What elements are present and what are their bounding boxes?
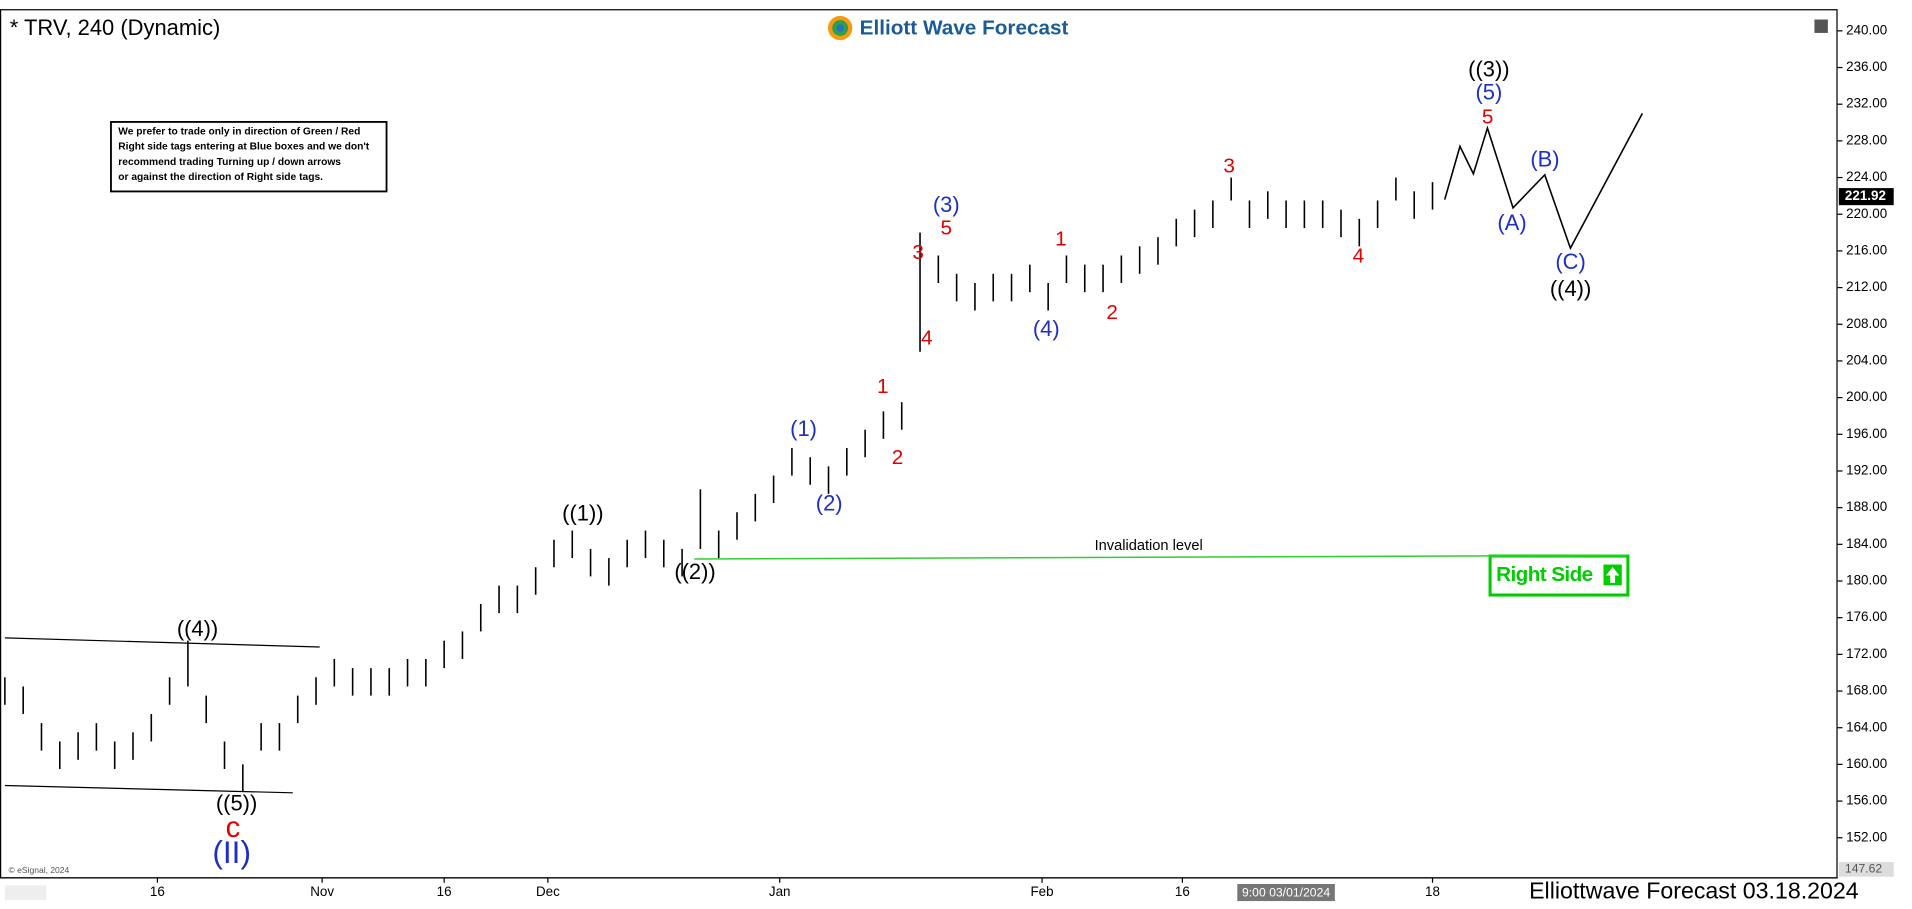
wave-label: 2	[892, 446, 904, 469]
wave-label: (II)	[212, 834, 251, 870]
wave-label: 4	[921, 326, 933, 349]
note-line: recommend trading Turning up / down arro…	[118, 157, 341, 168]
y-tick-label: 168.00	[1846, 683, 1887, 698]
y-tick-label: 200.00	[1846, 389, 1887, 404]
copyright: © eSignal, 2024	[9, 865, 70, 875]
y-tick-label: 228.00	[1846, 132, 1887, 147]
right-side-box	[1488, 554, 1630, 597]
y-tick-label: 236.00	[1846, 59, 1887, 74]
ylim-label: 147.62	[1845, 862, 1882, 876]
x-tick-label: Nov	[310, 884, 334, 899]
wave-label: (3)	[933, 192, 960, 217]
y-tick-label: 232.00	[1846, 96, 1887, 111]
wave-label: 1	[877, 375, 889, 398]
channel-line	[4, 637, 320, 648]
wave-label: (4)	[1033, 316, 1060, 341]
y-tick-label: 176.00	[1846, 609, 1887, 624]
window-icon	[1814, 19, 1828, 33]
wave-label: (2)	[816, 491, 843, 516]
x-tick-label: 16	[150, 884, 165, 899]
right-side-arrow	[1605, 566, 1620, 583]
y-tick-label: 224.00	[1846, 169, 1887, 184]
x-tick-label: Dec	[536, 884, 560, 899]
footer: Elliottwave Forecast 03.18.2024	[1529, 878, 1859, 904]
x-tick-label: 16	[1175, 884, 1190, 899]
y-tick-label: 204.00	[1846, 352, 1887, 367]
wave-label: (C)	[1555, 249, 1585, 274]
logo: Elliott Wave Forecast	[827, 15, 1069, 41]
y-tick-label: 192.00	[1846, 463, 1887, 478]
wave-label: 2	[1106, 301, 1118, 324]
y-tick-label: 164.00	[1846, 719, 1887, 734]
x-tick-label: Jan	[769, 884, 791, 899]
note-line: We prefer to trade only in direction of …	[118, 126, 360, 137]
wave-label: ((3))	[1468, 57, 1509, 82]
wave-label: c	[226, 812, 241, 844]
crosshair-box	[1237, 884, 1335, 902]
wave-label: 1	[1055, 228, 1067, 251]
wave-label: 5	[1482, 106, 1494, 129]
y-tick-label: 188.00	[1846, 499, 1887, 514]
wave-label: (A)	[1497, 210, 1526, 235]
y-tick-label: 216.00	[1846, 242, 1887, 257]
y-tick-label: 212.00	[1846, 279, 1887, 294]
wave-label: ((5))	[216, 791, 257, 816]
y-tick-label: 180.00	[1846, 573, 1887, 588]
y-tick-label: 220.00	[1846, 206, 1887, 221]
wave-label: 5	[940, 217, 952, 240]
channel-line	[4, 784, 293, 794]
x-tick-label: 18	[1425, 884, 1440, 899]
dyn-icon	[4, 885, 47, 900]
wave-label: 3	[912, 241, 924, 264]
last-price-label: 221.92	[1845, 188, 1886, 203]
wave-label: 4	[1353, 245, 1365, 268]
y-tick-label: 172.00	[1846, 646, 1887, 661]
logo-icon	[836, 24, 844, 32]
y-tick-label: 184.00	[1846, 536, 1887, 551]
wave-label: (1)	[790, 416, 817, 441]
projection-path	[1443, 112, 1644, 251]
wave-label: ((2))	[674, 559, 715, 584]
invalidation-label: Invalidation level	[1095, 538, 1203, 554]
wave-label: (B)	[1530, 147, 1559, 172]
y-tick-label: 152.00	[1846, 829, 1887, 844]
note-line: or against the direction of Right side t…	[118, 172, 323, 183]
right-side-label: Right Side	[1496, 563, 1592, 586]
note-box	[110, 121, 388, 193]
wave-label: ((4))	[1550, 276, 1591, 301]
x-tick-label: Feb	[1030, 884, 1053, 899]
wave-label: (5)	[1475, 80, 1502, 105]
note-line: Right side tags entering at Blue boxes a…	[118, 142, 370, 153]
wave-label: ((4))	[177, 616, 218, 641]
chart-title: * TRV, 240 (Dynamic)	[10, 15, 221, 40]
invalidation-line	[694, 554, 1628, 560]
ylim-box	[1838, 862, 1894, 877]
last-price-box	[1838, 188, 1894, 206]
y-tick-label: 240.00	[1846, 22, 1887, 37]
wave-label: 3	[1223, 155, 1235, 178]
logo-text: Elliott Wave Forecast	[860, 17, 1069, 40]
y-tick-label: 208.00	[1846, 316, 1887, 331]
y-tick-label: 196.00	[1846, 426, 1887, 441]
wave-label: ((1))	[562, 500, 603, 525]
y-tick-label: 156.00	[1846, 793, 1887, 808]
crosshair-label: 9:00 03/01/2024	[1242, 885, 1330, 899]
x-tick-label: 16	[437, 884, 452, 899]
y-tick-label: 160.00	[1846, 756, 1887, 771]
